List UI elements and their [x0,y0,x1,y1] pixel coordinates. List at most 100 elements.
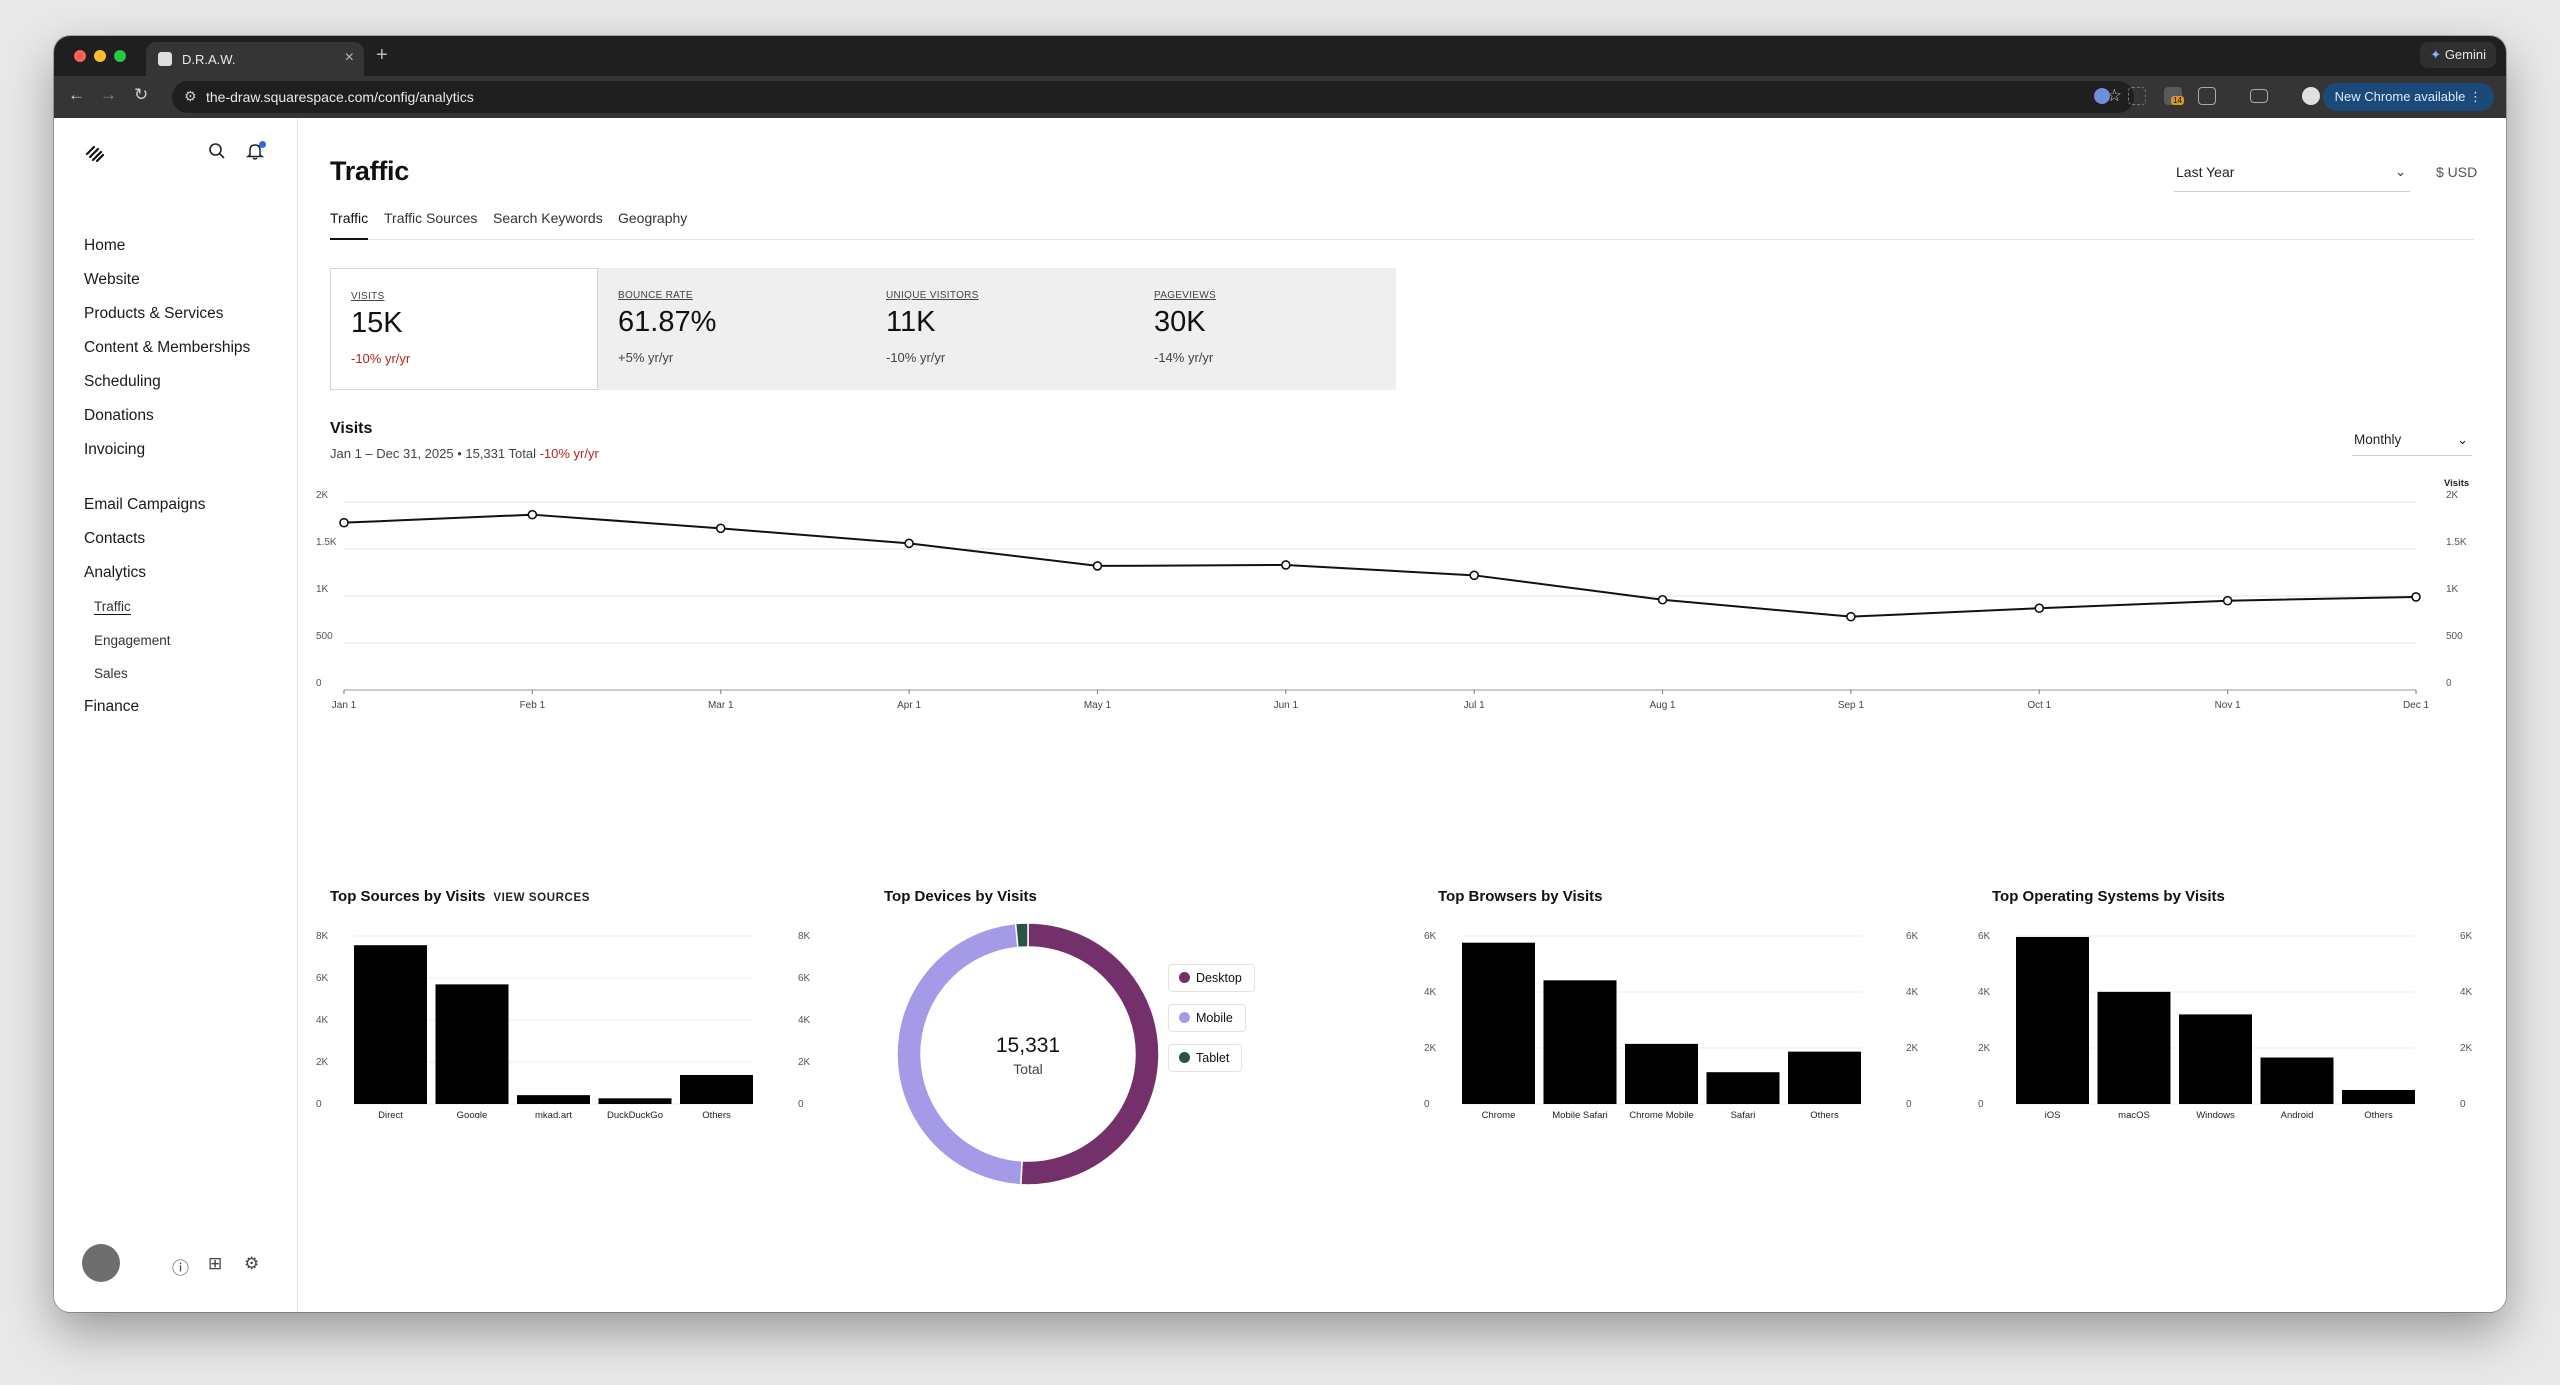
sidebar-item-content-memberships[interactable]: Content & Memberships [84,339,251,356]
sidebar-item-website[interactable]: Website [84,271,140,288]
password-extension-icon[interactable] [2094,88,2110,104]
metric-change: -10% yr/yr [351,351,411,366]
avatar[interactable] [82,1244,120,1282]
search-icon[interactable] [208,142,226,160]
sidebar-item-invoicing[interactable]: Invoicing [84,441,146,458]
x-tick-label: Jul 1 [1464,700,1486,711]
browser-tab[interactable]: D.R.A.W. × [146,42,364,76]
bar [354,945,427,1104]
puzzle-icon[interactable] [2198,87,2216,105]
squarespace-logo[interactable] [84,142,106,164]
settings-gear-icon[interactable]: ⚙ [244,1254,260,1273]
y-tick-label: 1K [316,584,329,595]
bar [2097,991,2171,1104]
bar-category-label: Windows [2196,1110,2235,1118]
sidebar-item-traffic[interactable]: Traffic [94,599,131,615]
close-window-button[interactable] [74,50,86,62]
back-icon[interactable]: ← [68,85,85,104]
x-tick-label: Sep 1 [1838,700,1865,711]
extension-badge: 14 [2171,96,2184,105]
browser-toolbar: ← → ↻ ⚙ the-draw.squarespace.com/config/… [54,76,2506,118]
top-sources-chart: 002K2K4K4K6K6K8K8KDirect7,562Google5,696… [316,931,811,1118]
bar [1625,1043,1698,1104]
data-point [1092,561,1103,571]
x-tick-label: Dec 1 [2403,700,2430,711]
help-icon[interactable]: ⓘ [172,1259,189,1278]
tab-traffic[interactable]: Traffic [330,210,369,240]
top-os-chart: 002K2K4K4K6K6KiOS5,965macOS4,005Windows3… [1978,931,2473,1118]
apps-grid-icon[interactable]: ⊞ [208,1254,223,1273]
bar-category-label: Safari [1731,1110,1756,1118]
top-sources-title-text: Top Sources by Visits [330,888,486,905]
legend-item-desktop[interactable]: Desktop [1168,964,1255,992]
screenshot-extension-icon[interactable] [2128,87,2146,105]
sidebar-item-contacts[interactable]: Contacts [84,530,146,547]
granularity-select[interactable]: Monthly ⌄ [2352,428,2472,456]
update-label: New Chrome available [2334,89,2466,104]
visits-chart-subtitle: Jan 1 – Dec 31, 2025 • 15,331 Total -10%… [330,446,599,461]
sidebar-item-home[interactable]: Home [84,237,126,254]
sidebar-item-email-campaigns[interactable]: Email Campaigns [84,496,206,513]
reload-icon[interactable]: ↻ [134,85,149,104]
sidebar-item-scheduling[interactable]: Scheduling [84,373,161,390]
sidebar-item-products-services[interactable]: Products & Services [84,305,224,322]
visits-change: -10% yr/yr [539,446,599,461]
sidebar-item-donations[interactable]: Donations [84,407,154,424]
y-tick-label-right: 0 [798,1099,804,1110]
y-tick-label-right: 2K [798,1057,811,1068]
sidebar-item-analytics[interactable]: Analytics [84,564,147,581]
legend-item-mobile[interactable]: Mobile [1168,1004,1246,1032]
data-point [904,538,914,549]
metric-value: 30K [1154,306,1206,338]
date-range-select[interactable]: Last Year ⌄ [2174,158,2410,192]
bar-category-label: Others [1810,1110,1839,1118]
metric-value: 15K [351,307,403,339]
metric-bounce-rate[interactable]: BOUNCE RATE 61.87% +5% yr/yr [598,268,866,390]
sidebar-item-finance[interactable]: Finance [84,698,140,715]
chrome-update-button[interactable]: New Chrome available ⋮ [2322,83,2494,111]
y-tick-label: 6K [1424,931,1437,942]
address-bar[interactable]: ⚙ the-draw.squarespace.com/config/analyt… [172,81,2134,113]
legend-item-tablet[interactable]: Tablet [1168,1044,1243,1072]
legend-swatch [1179,972,1190,983]
sparkle-icon: ✦ [2430,47,2442,62]
metric-visits[interactable]: VISITS 15K -10% yr/yr [330,268,598,390]
legend-swatch [1179,1052,1190,1063]
y-tick-label-right: 2K [2460,1043,2473,1054]
bar [517,1095,590,1104]
notifications-button[interactable] [245,141,266,165]
data-point [715,523,726,534]
minimize-window-button[interactable] [94,50,106,62]
tab-traffic-sources[interactable]: Traffic Sources [384,210,478,226]
site-info-icon[interactable]: ⚙ [184,88,197,104]
profile-icon[interactable] [2302,87,2320,105]
metric-unique-visitors[interactable]: UNIQUE VISITORS 11K -10% yr/yr [866,268,1134,390]
top-browsers-title: Top Browsers by Visits [1438,888,1603,905]
y-tick-label: 4K [316,1015,329,1026]
data-point [2222,595,2233,606]
tab-close-icon[interactable]: × [344,49,354,66]
bar [2016,936,2089,1104]
metric-label: PAGEVIEWS [1154,290,1216,301]
tab-geography[interactable]: Geography [618,210,688,226]
forward-icon[interactable]: → [100,85,117,104]
bar-category-label: iOS [2045,1110,2061,1118]
tab-search-keywords[interactable]: Search Keywords [493,210,603,226]
metric-pageviews[interactable]: PAGEVIEWS 30K -14% yr/yr [1134,268,1402,390]
sidebar-item-sales[interactable]: Sales [94,666,128,681]
y-tick-label: 6K [1978,931,1991,942]
view-sources-link[interactable]: VIEW SOURCES [493,892,590,904]
new-tab-icon[interactable]: + [376,44,388,66]
top-sources-title: Top Sources by Visits VIEW SOURCES [330,888,590,905]
maximize-window-button[interactable] [114,50,126,62]
bar [2179,1014,2252,1104]
y-tick-label-right: 4K [2460,987,2473,998]
sidebar-item-engagement[interactable]: Engagement [94,633,171,648]
legend-label: Mobile [1196,1011,1233,1025]
bar [680,1074,753,1104]
bar-category-label: Others [702,1110,731,1118]
y-tick-label: 4K [1978,987,1991,998]
side-panel-icon[interactable] [2250,89,2268,103]
bookmark-star-icon[interactable]: ☆ [2106,86,2122,105]
gemini-button[interactable]: ✦ Gemini [2420,42,2496,68]
